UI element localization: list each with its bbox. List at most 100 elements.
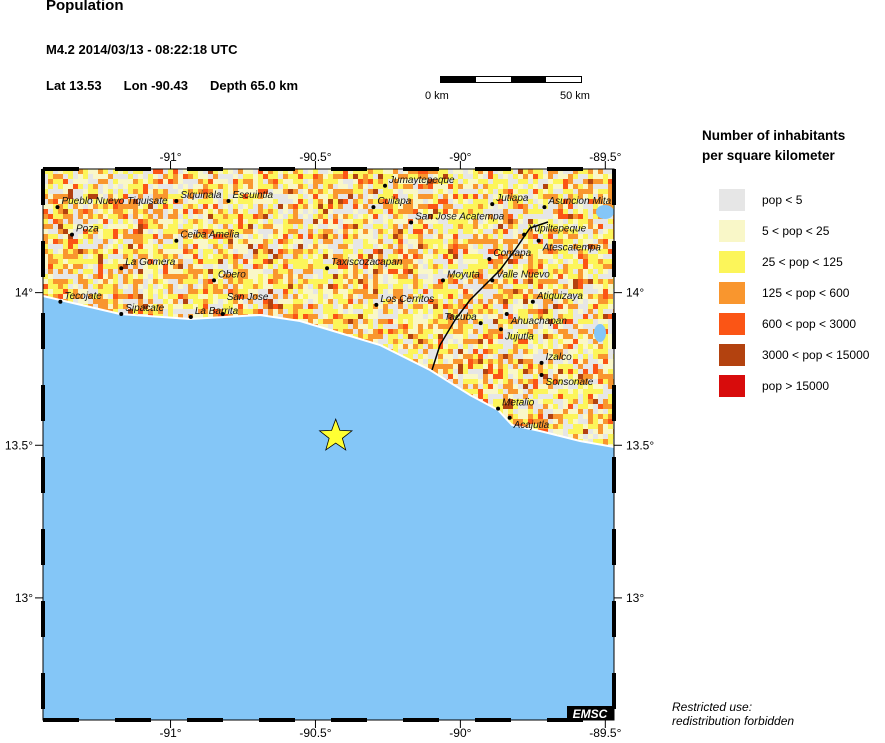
frame-tick bbox=[612, 457, 616, 493]
city-label: Cuilapa bbox=[377, 196, 411, 207]
city-marker bbox=[539, 373, 544, 378]
lon-tick-label: -91° bbox=[159, 726, 181, 740]
city-marker bbox=[539, 360, 544, 365]
frame-tick bbox=[115, 718, 151, 722]
city-label: La Barrita bbox=[195, 306, 239, 317]
city-marker bbox=[490, 278, 495, 283]
city-label: Tecojate bbox=[64, 291, 102, 302]
legend-title-line2: per square kilometer bbox=[702, 148, 835, 163]
city-marker bbox=[440, 278, 445, 283]
star-icon bbox=[318, 417, 354, 451]
city-label: Acajutla bbox=[513, 420, 550, 431]
legend-label: 3000 < pop < 15000 bbox=[762, 348, 870, 362]
frame-tick bbox=[41, 385, 45, 421]
city-marker bbox=[542, 205, 547, 210]
legend-title: Number of inhabitants per square kilomete… bbox=[702, 126, 845, 166]
city-marker bbox=[58, 299, 63, 304]
lon-tick-label: -89.5° bbox=[589, 150, 621, 164]
frame-tick bbox=[612, 529, 616, 565]
city-label: Yupiltepeque bbox=[528, 224, 586, 235]
event-info: M4.2 2014/03/13 - 08:22:18 UTC bbox=[46, 42, 238, 57]
legend-title-line1: Number of inhabitants bbox=[702, 128, 846, 143]
legend-label: 5 < pop < 25 bbox=[762, 224, 830, 238]
frame-tick bbox=[187, 718, 223, 722]
city-marker bbox=[374, 302, 379, 307]
frame-tick bbox=[41, 529, 45, 565]
city-label: San Jose Acatempa bbox=[415, 211, 505, 222]
legend-label: pop > 15000 bbox=[762, 379, 830, 393]
city-marker bbox=[496, 406, 501, 411]
city-label: La Gomera bbox=[125, 257, 175, 268]
legend-swatch bbox=[719, 220, 745, 242]
city-label: Taxiscozacapan bbox=[331, 257, 403, 268]
lon-tick-label: -90° bbox=[449, 726, 471, 740]
lon-tick-label: -91° bbox=[159, 150, 181, 164]
frame-tick bbox=[259, 167, 295, 171]
city-label: Valle Nuevo bbox=[496, 269, 550, 280]
lat-tick-label: 13° bbox=[15, 591, 33, 605]
lon-tick-label: -89.5° bbox=[589, 726, 621, 740]
city-label: Pueblo Nuevo Tiquisate bbox=[61, 196, 168, 207]
city-marker bbox=[507, 415, 512, 420]
frame-tick bbox=[331, 718, 367, 722]
city-marker bbox=[119, 266, 124, 271]
lat-tick-label: 14° bbox=[15, 286, 33, 300]
frame-tick bbox=[547, 167, 583, 171]
legend-label: 600 < pop < 3000 bbox=[762, 317, 857, 331]
city-label: Tacuba bbox=[444, 312, 477, 323]
city-label: Obero bbox=[218, 269, 246, 280]
city-marker bbox=[478, 321, 483, 326]
city-marker bbox=[536, 238, 541, 243]
lat-value: Lat 13.53 bbox=[46, 78, 102, 93]
city-label: Los Cerritos bbox=[380, 294, 434, 305]
city-marker bbox=[212, 278, 217, 283]
city-marker bbox=[69, 232, 74, 237]
lat-tick-label: 14° bbox=[626, 286, 644, 300]
lon-tick-label: -90° bbox=[449, 150, 471, 164]
scale-start: 0 km bbox=[425, 90, 449, 102]
city-marker bbox=[325, 266, 330, 271]
lon-tick-label: -90.5° bbox=[299, 726, 331, 740]
city-marker bbox=[409, 220, 414, 225]
city-label: Asuncion Mita bbox=[547, 196, 611, 207]
frame-tick bbox=[612, 241, 616, 277]
frame-tick bbox=[612, 673, 616, 709]
frame-tick bbox=[475, 167, 511, 171]
usage-line2: redistribution forbidden bbox=[672, 714, 795, 728]
legend-label: 125 < pop < 600 bbox=[762, 286, 850, 300]
frame-tick bbox=[187, 167, 223, 171]
city-marker bbox=[490, 202, 495, 207]
city-label: Atescatempa bbox=[542, 243, 602, 254]
city-marker bbox=[174, 238, 179, 243]
frame-tick bbox=[547, 718, 583, 722]
city-label: Ceiba Amelia bbox=[180, 230, 240, 241]
city-marker bbox=[226, 199, 231, 204]
frame-tick bbox=[403, 167, 439, 171]
city-marker bbox=[383, 183, 388, 188]
city-label: Siquinala bbox=[180, 190, 222, 201]
frame-tick bbox=[259, 718, 295, 722]
frame-tick bbox=[115, 167, 151, 171]
legend-swatch bbox=[719, 313, 745, 335]
legend-swatch bbox=[719, 282, 745, 304]
city-label: Moyuta bbox=[447, 269, 480, 280]
lat-tick-label: 13° bbox=[626, 591, 644, 605]
city-label: Jumaytepeque bbox=[388, 175, 455, 186]
emsc-logo-text: EMSC bbox=[573, 707, 608, 721]
city-label: Comapa bbox=[493, 248, 531, 259]
frame-tick bbox=[475, 718, 511, 722]
city-marker bbox=[220, 312, 225, 316]
lake bbox=[596, 205, 614, 219]
frame-tick bbox=[612, 385, 616, 421]
lon-tick-label: -90.5° bbox=[299, 150, 331, 164]
city-label: San Jose bbox=[227, 292, 269, 303]
frame-tick bbox=[41, 457, 45, 493]
frame-tick bbox=[43, 718, 79, 722]
city-marker bbox=[188, 315, 193, 320]
city-label: Jujutla bbox=[504, 331, 534, 342]
legend-label: 25 < pop < 125 bbox=[762, 255, 843, 269]
lat-tick-label: 13.5° bbox=[5, 438, 33, 452]
frame-tick bbox=[43, 167, 79, 171]
map-frame bbox=[42, 168, 615, 721]
lake bbox=[594, 324, 606, 342]
